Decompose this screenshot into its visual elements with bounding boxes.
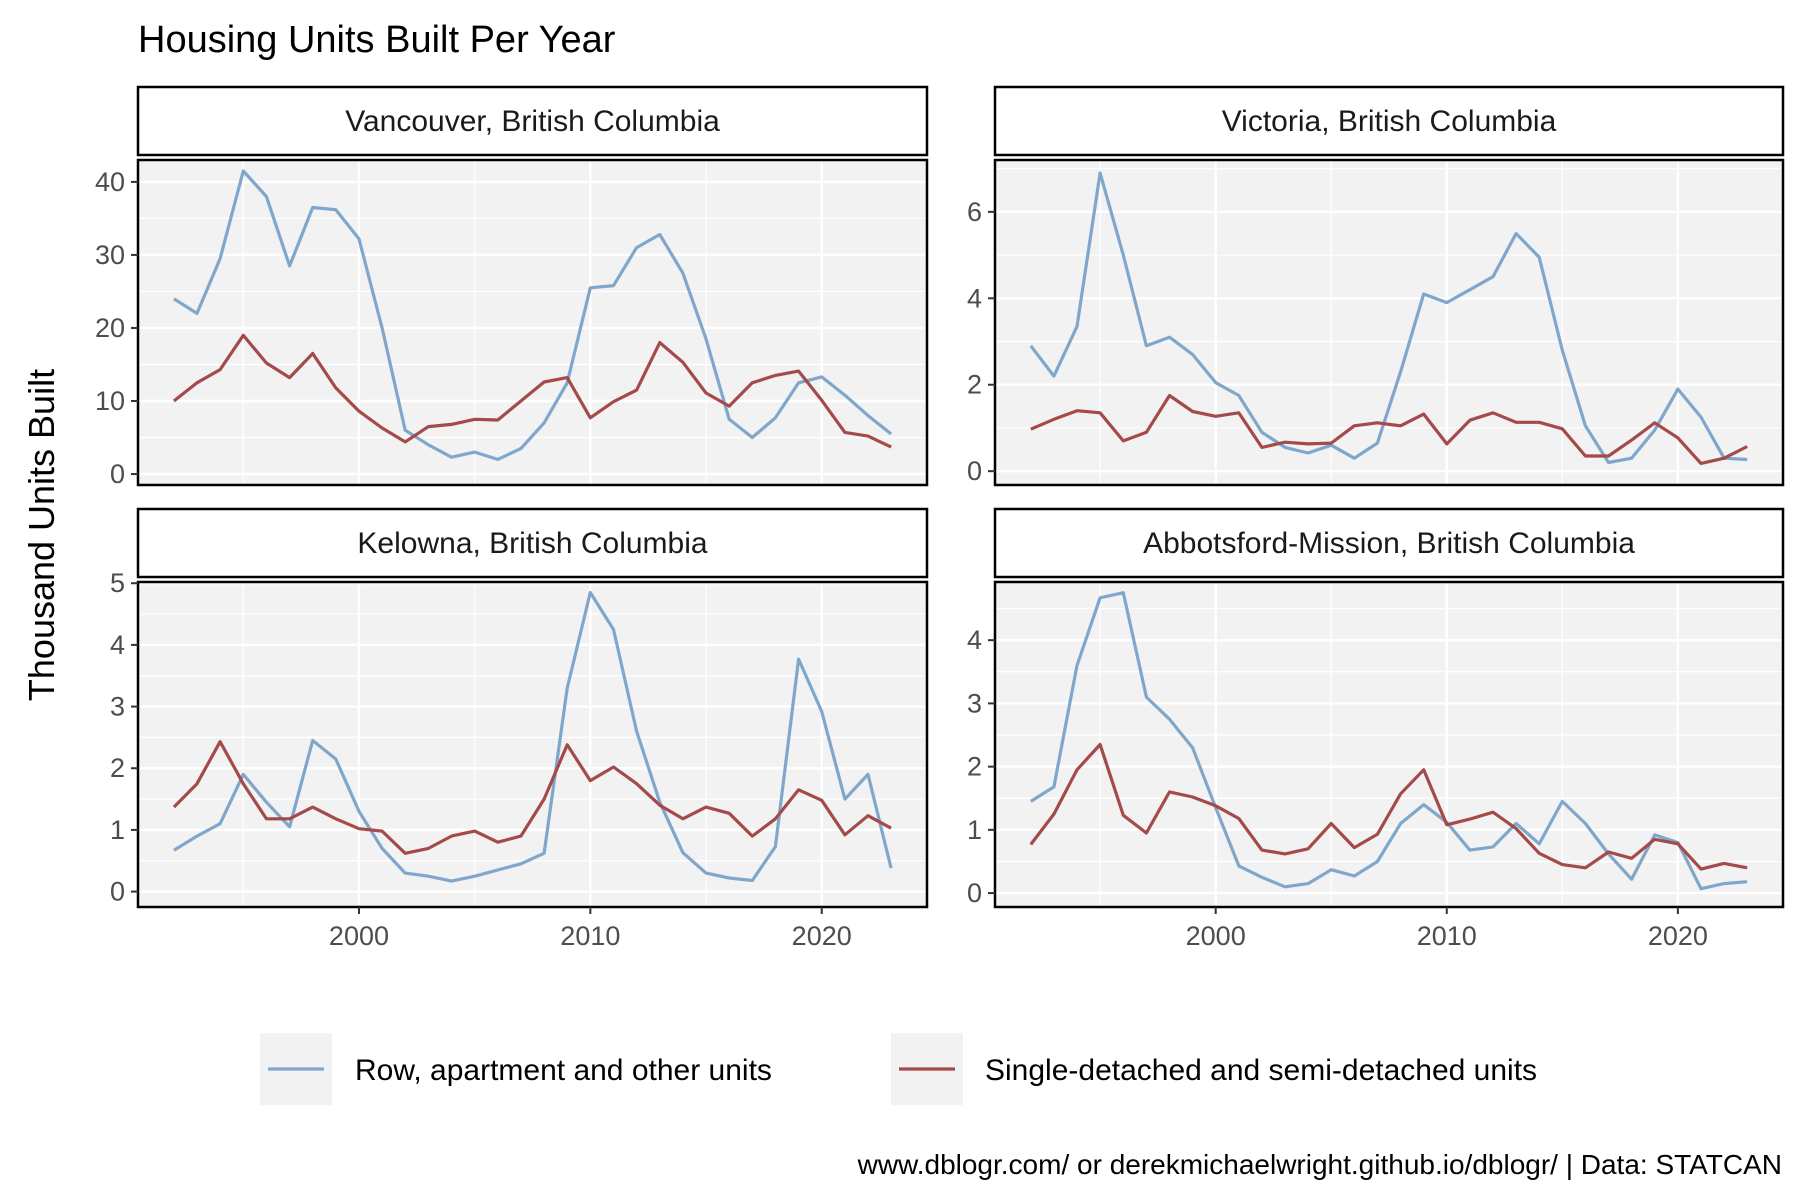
panel-background <box>995 160 1783 485</box>
series-line-single <box>1030 393 1748 465</box>
x-tick-label: 2020 <box>792 921 852 951</box>
y-tick-label: 40 <box>95 167 125 197</box>
x-tick-label: 2010 <box>560 921 620 951</box>
x-tick-label: 2000 <box>1186 921 1246 951</box>
y-tick-label: 30 <box>95 240 125 270</box>
y-tick-label: 10 <box>95 386 125 416</box>
panel-border <box>136 580 929 909</box>
y-tick-label: 0 <box>967 456 982 486</box>
panel-title: Vancouver, British Columbia <box>345 105 720 138</box>
chart-title: Housing Units Built Per Year <box>138 19 616 61</box>
y-tick-label: 2 <box>967 370 982 400</box>
x-tick-label: 2000 <box>329 921 389 951</box>
panel-strip <box>993 85 1785 157</box>
y-tick-label: 6 <box>967 197 982 227</box>
panel-border <box>993 158 1785 487</box>
y-tick-label: 3 <box>110 692 125 722</box>
panel-0: Vancouver, British Columbia 0 10 20 30 40 <box>95 85 929 489</box>
panel-strip <box>136 507 929 579</box>
legend-item-row: Row, apartment and other units <box>260 1033 772 1105</box>
panel-background <box>138 582 927 907</box>
y-tick-label: 2 <box>967 752 982 782</box>
y-tick-label: 0 <box>967 878 982 908</box>
y-tick-label: 0 <box>110 459 125 489</box>
panels: Vancouver, British Columbia010203040Vict… <box>95 85 1785 951</box>
series-line-row <box>1029 171 1748 465</box>
y-tick-label: 1 <box>967 815 982 845</box>
series-line-row <box>173 590 893 883</box>
panel-title: Abbotsford-Mission, British Columbia <box>1143 527 1635 560</box>
panel-1: Victoria, British Columbia 0 2 4 6 <box>967 85 1785 487</box>
series-line-single <box>172 333 892 449</box>
x-tick-label: 2010 <box>1417 921 1477 951</box>
y-axis-label: Thousand Units Built <box>21 369 62 701</box>
y-tick-label: 2 <box>110 753 125 783</box>
panel-border <box>993 580 1785 909</box>
x-tick-label: 2020 <box>1648 921 1708 951</box>
panel-background <box>995 582 1783 907</box>
y-tick-label: 4 <box>110 630 125 660</box>
legend: Row, apartment and other units Single-det… <box>260 1033 1537 1105</box>
legend-label: Row, apartment and other units <box>355 1054 772 1087</box>
y-tick-label: 4 <box>967 283 982 313</box>
panel-title: Kelowna, British Columbia <box>357 527 707 560</box>
panel-border <box>136 158 929 487</box>
series-line-single <box>1029 742 1748 871</box>
panel-background <box>138 160 927 485</box>
caption: www.dblogr.com/ or derekmichaelwright.gi… <box>857 1149 1782 1180</box>
panel-3: Abbotsford-Mission, British Columbia 0 1 2 3… <box>967 507 1785 951</box>
panel-strip <box>993 507 1785 579</box>
y-tick-label: 3 <box>967 688 982 718</box>
y-tick-label: 1 <box>110 815 125 845</box>
legend-item-single: Single-detached and semi-detached units <box>891 1033 1537 1105</box>
panel-strip <box>136 85 929 157</box>
legend-label: Single-detached and semi-detached units <box>985 1054 1537 1087</box>
series-line-row <box>1029 591 1748 891</box>
y-tick-label: 20 <box>95 313 125 343</box>
panel-title: Victoria, British Columbia <box>1222 105 1557 138</box>
series-line-row <box>173 169 893 461</box>
panel-2: Kelowna, British Columbia 0 1 2 3 4 5 2000 2010 2… <box>110 507 929 951</box>
series-line-single <box>172 740 892 855</box>
y-tick-label: 4 <box>967 625 982 655</box>
y-tick-label: 5 <box>110 568 125 598</box>
y-tick-label: 0 <box>110 877 125 907</box>
